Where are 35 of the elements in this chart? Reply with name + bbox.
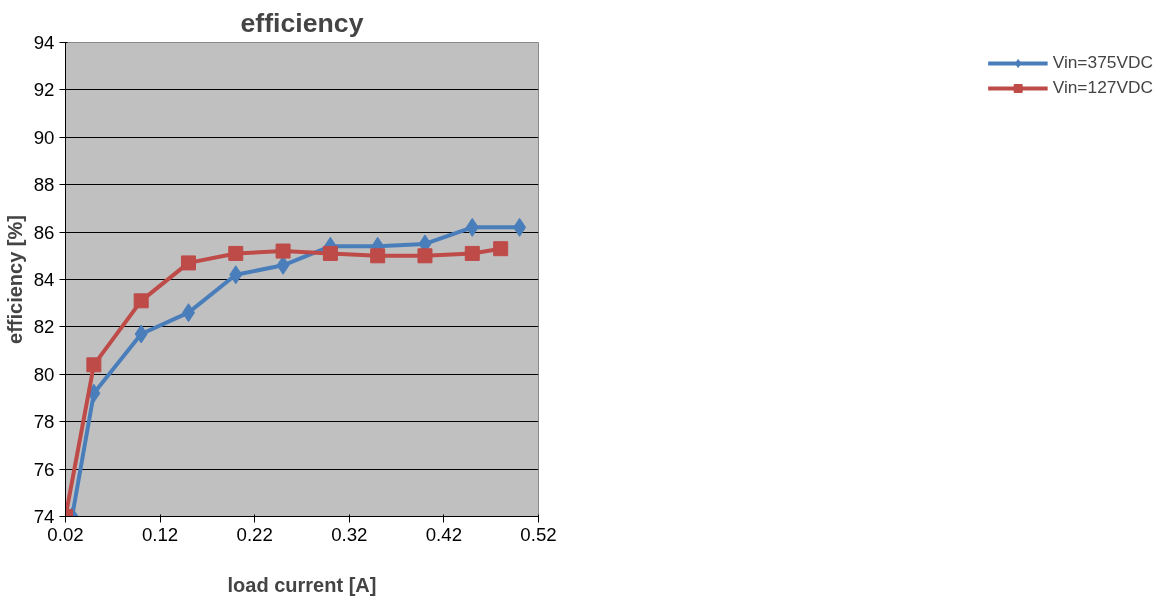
point [513, 217, 527, 237]
y-tick-label: 80 [33, 363, 55, 385]
point [322, 245, 338, 261]
chart-title: efficiency [240, 7, 364, 38]
y-tick-label: 82 [33, 316, 55, 338]
point [493, 241, 509, 257]
point [133, 293, 149, 309]
y-tick-label: 88 [33, 174, 55, 196]
x-tick-label: 0.12 [141, 523, 179, 545]
y-tick-label: 86 [33, 221, 55, 243]
legend-label: Vin=127VDC [1052, 77, 1153, 98]
point [464, 245, 480, 261]
y-tick-label: 92 [33, 79, 55, 101]
point [228, 245, 244, 261]
x-tick-label: 0.42 [425, 523, 463, 545]
x-tick-label: 0.32 [331, 523, 368, 545]
y-tick-label: 76 [33, 458, 55, 480]
y-tick-label: 90 [33, 126, 55, 148]
point [180, 255, 196, 271]
point [181, 303, 195, 323]
y-tick-label: 84 [33, 269, 55, 290]
y-tick-label: 94 [33, 32, 55, 53]
point [417, 248, 433, 264]
legend-label: Vin=375VDC [1052, 52, 1153, 73]
x-axis-title: load current [A] [227, 573, 377, 596]
point [134, 324, 148, 344]
y-axis-title: efficiency [%] [3, 215, 26, 344]
x-tick-label: 0.52 [520, 523, 557, 545]
point [86, 357, 102, 373]
point [370, 248, 386, 264]
y-tick-label: 78 [33, 411, 55, 433]
point [465, 217, 479, 237]
point [275, 243, 291, 259]
point [229, 265, 243, 285]
x-tick-label: 0.22 [236, 523, 273, 545]
